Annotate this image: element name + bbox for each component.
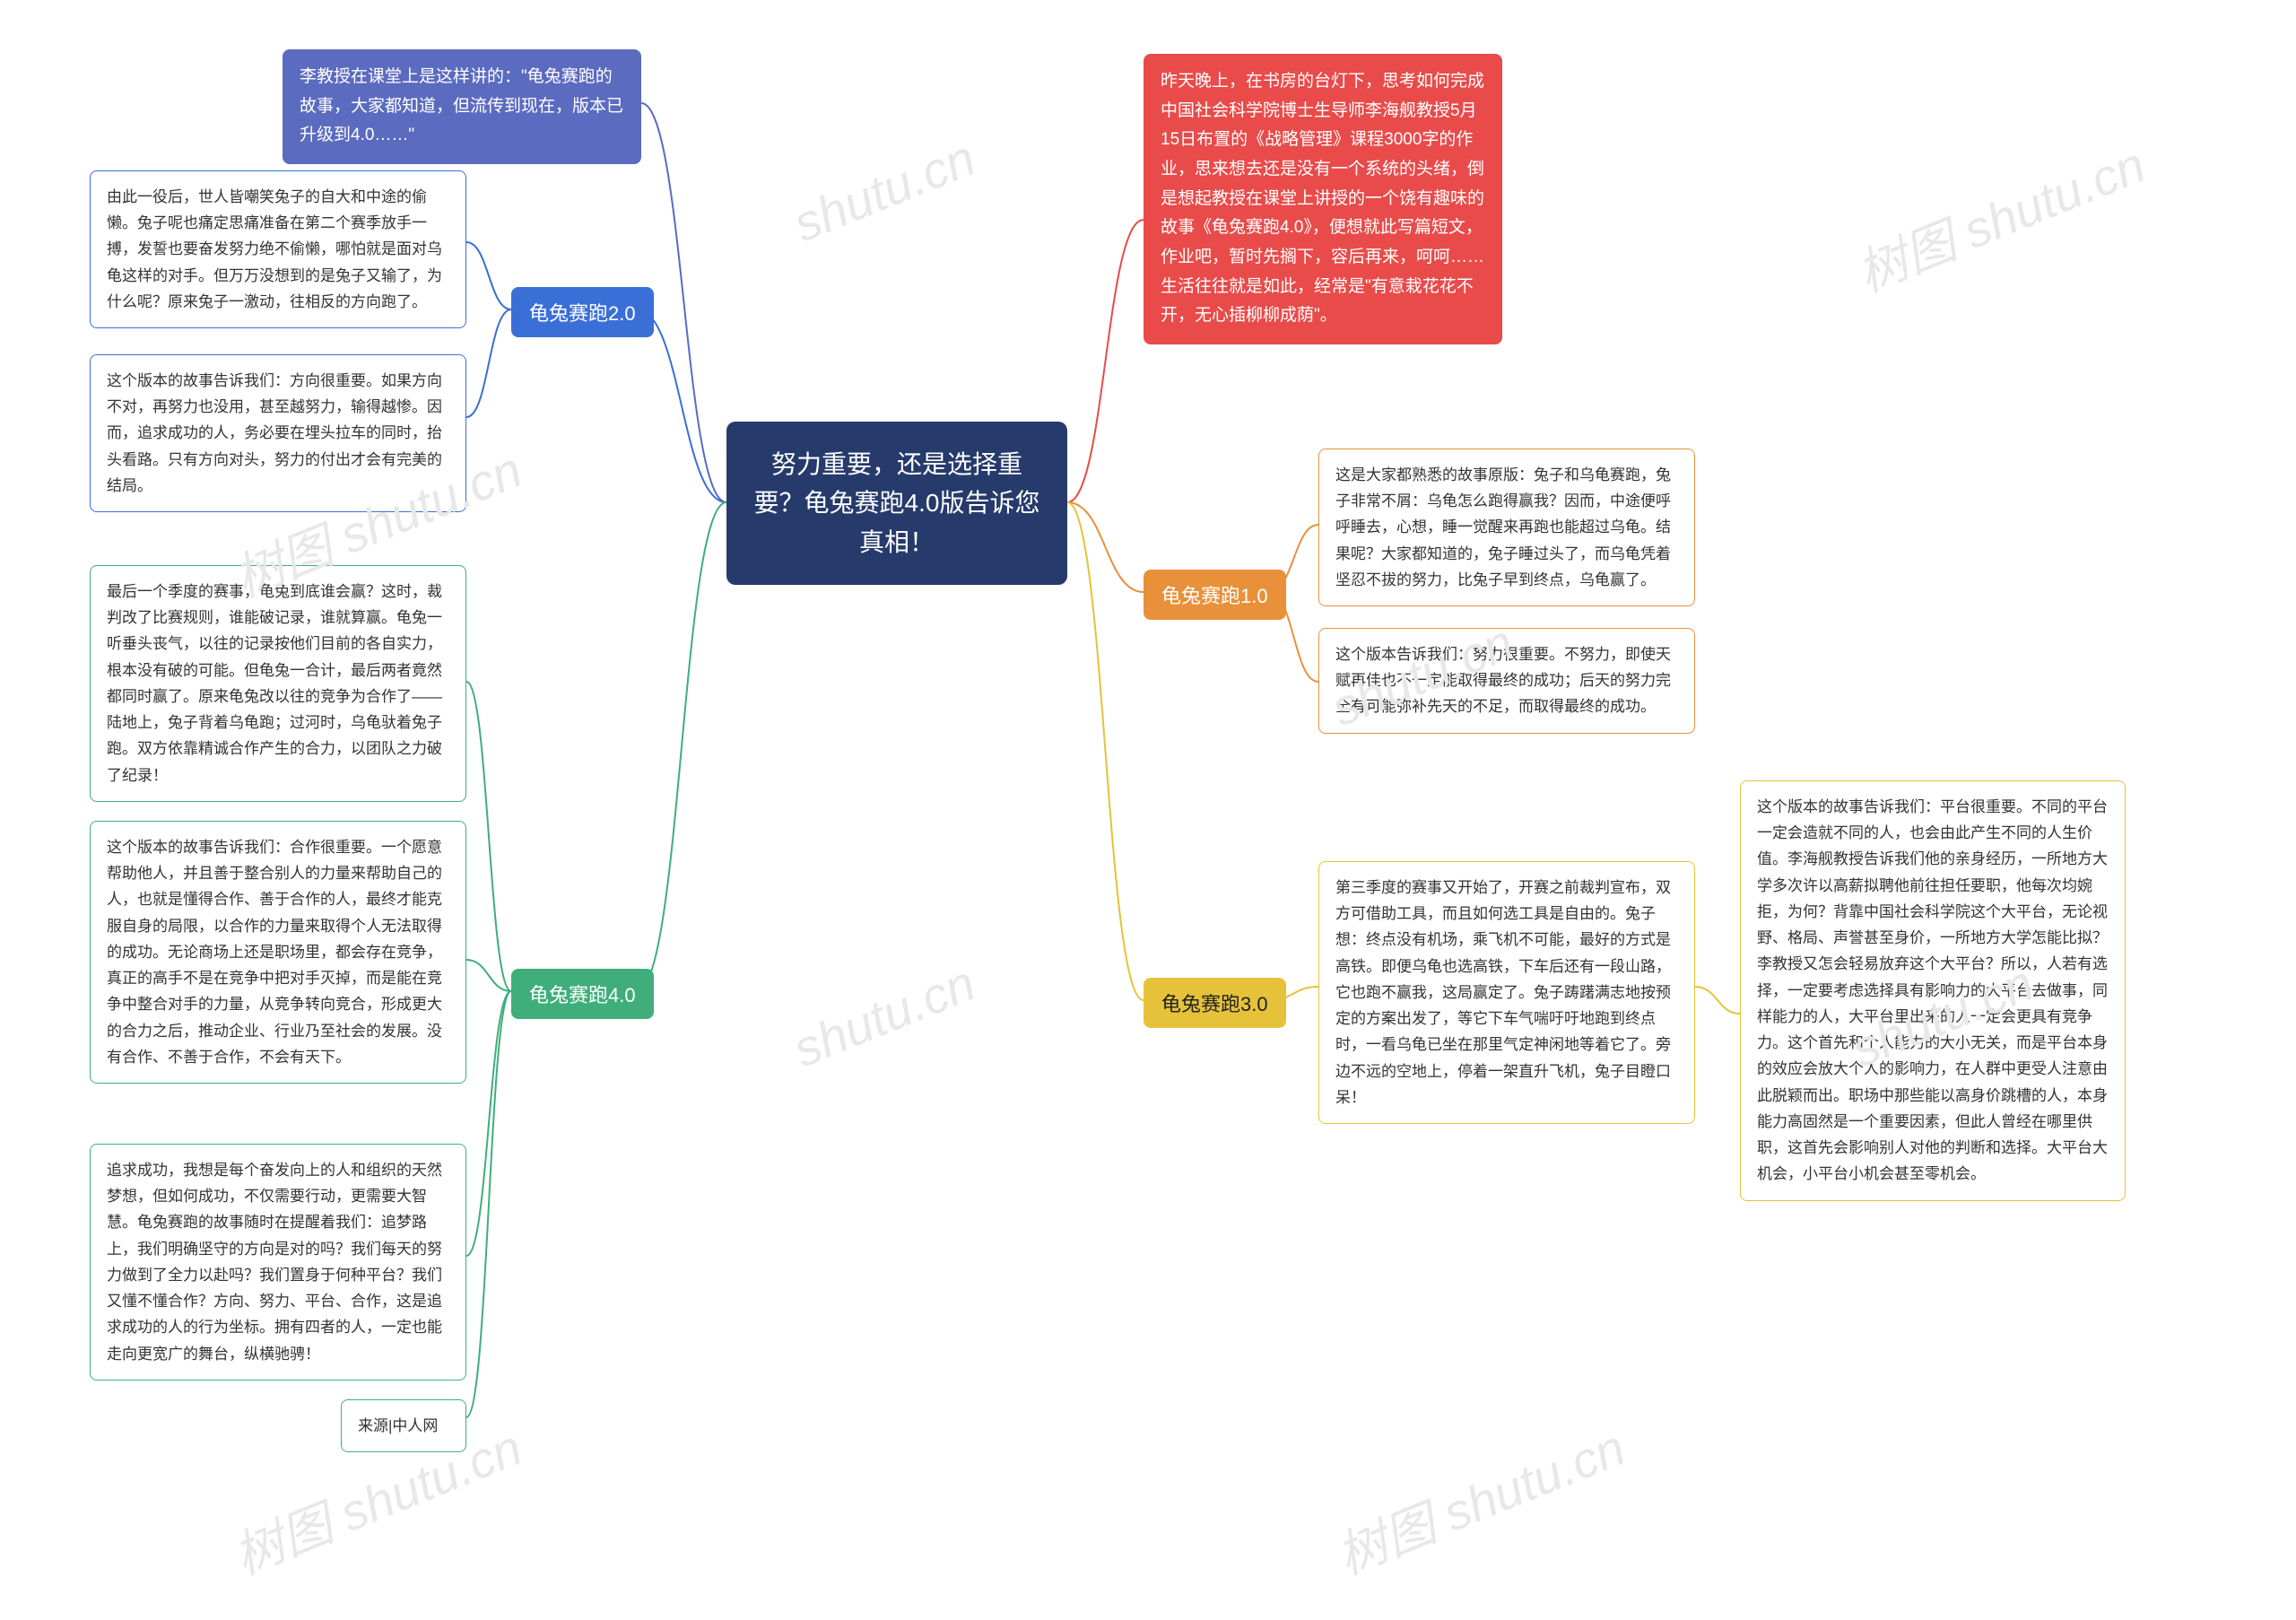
leaf-node[interactable]: 第三季度的赛事又开始了，开赛之前裁判宣布，双方可借助工具，而且如何选工具是自由的… xyxy=(1318,861,1695,1124)
connector xyxy=(637,309,726,502)
branch-label: 龟兔赛跑1.0 xyxy=(1161,585,1268,607)
leaf-text: 这个版本的故事告诉我们：方向很重要。如果方向不对，再努力也没用，甚至越努力，输得… xyxy=(107,372,442,494)
branch-v30[interactable]: 龟兔赛跑3.0 xyxy=(1144,978,1286,1028)
intro-box[interactable]: 昨天晚上，在书房的台灯下，思考如何完成中国社会科学院博士生导师李海舰教授5月15… xyxy=(1144,54,1502,344)
branch-label: 龟兔赛跑3.0 xyxy=(1161,993,1268,1015)
leaf-text: 第三季度的赛事又开始了，开赛之前裁判宣布，双方可借助工具，而且如何选工具是自由的… xyxy=(1335,879,1671,1106)
leaf-text: 这是大家都熟悉的故事原版：兔子和乌龟赛跑，兔子非常不屑：乌龟怎么跑得赢我？因而，… xyxy=(1335,466,1671,588)
watermark: 树图 shutu.cn xyxy=(1845,125,2154,306)
connector xyxy=(466,991,511,1417)
branch-v20[interactable]: 龟兔赛跑2.0 xyxy=(511,287,654,337)
leaf-text: 来源|中人网 xyxy=(358,1417,438,1434)
leaf-text: 这个版本告诉我们：努力很重要。不努力，即使天赋再佳也不一定能取得最终的成功；后天… xyxy=(1335,646,1671,715)
connector xyxy=(1067,220,1144,502)
connector xyxy=(1067,502,1144,1000)
leaf-node[interactable]: 这个版本的故事告诉我们：合作很重要。一个愿意帮助他人，并且善于整合别人的力量来帮… xyxy=(90,821,466,1084)
intro-box[interactable]: 李教授在课堂上是这样讲的："龟兔赛跑的故事，大家都知道，但流传到现在，版本已升级… xyxy=(283,49,641,164)
leaf-text: 这个版本的故事告诉我们：合作很重要。一个愿意帮助他人，并且善于整合别人的力量来帮… xyxy=(107,839,442,1066)
leaf-node[interactable]: 这个版本的故事告诉我们：方向很重要。如果方向不对，再努力也没用，甚至越努力，输得… xyxy=(90,354,466,512)
watermark: shutu.cn xyxy=(786,128,984,254)
branch-label: 李教授在课堂上是这样讲的："龟兔赛跑的故事，大家都知道，但流传到现在，版本已升级… xyxy=(300,67,623,144)
leaf-node[interactable]: 这是大家都熟悉的故事原版：兔子和乌龟赛跑，兔子非常不屑：乌龟怎么跑得赢我？因而，… xyxy=(1318,449,1695,606)
branch-v10[interactable]: 龟兔赛跑1.0 xyxy=(1144,570,1286,620)
connector xyxy=(637,502,726,991)
leaf-text: 这个版本的故事告诉我们：平台很重要。不同的平台一定会造就不同的人，也会由此产生不… xyxy=(1757,798,2108,1182)
leaf-node[interactable]: 追求成功，我想是每个奋发向上的人和组织的天然梦想，但如何成功，不仅需要行动，更需… xyxy=(90,1144,466,1380)
connector xyxy=(466,242,511,309)
branch-v40[interactable]: 龟兔赛跑4.0 xyxy=(511,969,654,1019)
leaf-text: 由此一役后，世人皆嘲笑兔子的自大和中途的偷懒。兔子呢也痛定思痛准备在第二个赛季放… xyxy=(107,188,442,310)
root-node-text: 努力重要，还是选择重要？龟兔赛跑4.0版告诉您真相！ xyxy=(754,450,1040,556)
connector xyxy=(466,309,511,417)
connector xyxy=(641,103,726,502)
branch-label: 龟兔赛跑2.0 xyxy=(529,302,636,325)
connector xyxy=(1067,502,1144,592)
leaf-node[interactable]: 这个版本告诉我们：努力很重要。不努力，即使天赋再佳也不一定能取得最终的成功；后天… xyxy=(1318,628,1695,734)
branch-label: 昨天晚上，在书房的台灯下，思考如何完成中国社会科学院博士生导师李海舰教授5月15… xyxy=(1161,72,1484,325)
leaf-node[interactable]: 来源|中人网 xyxy=(341,1399,466,1452)
root-node[interactable]: 努力重要，还是选择重要？龟兔赛跑4.0版告诉您真相！ xyxy=(726,422,1067,585)
watermark: shutu.cn xyxy=(786,954,984,1079)
branch-label: 龟兔赛跑4.0 xyxy=(529,984,636,1006)
connector xyxy=(1695,987,1740,1014)
watermark: 树图 shutu.cn xyxy=(1325,1407,1634,1589)
leaf-node[interactable]: 由此一役后，世人皆嘲笑兔子的自大和中途的偷懒。兔子呢也痛定思痛准备在第二个赛季放… xyxy=(90,170,466,328)
connector xyxy=(466,991,511,1256)
leaf-text: 最后一个季度的赛事，龟兔到底谁会赢？这时，裁判改了比赛规则，谁能破记录，谁就算赢… xyxy=(107,583,442,784)
leaf-node[interactable]: 这个版本的故事告诉我们：平台很重要。不同的平台一定会造就不同的人，也会由此产生不… xyxy=(1740,780,2126,1201)
leaf-text: 追求成功，我想是每个奋发向上的人和组织的天然梦想，但如何成功，不仅需要行动，更需… xyxy=(107,1162,442,1363)
connector xyxy=(466,960,511,991)
leaf-node[interactable]: 最后一个季度的赛事，龟兔到底谁会赢？这时，裁判改了比赛规则，谁能破记录，谁就算赢… xyxy=(90,565,466,802)
connector xyxy=(466,682,511,991)
